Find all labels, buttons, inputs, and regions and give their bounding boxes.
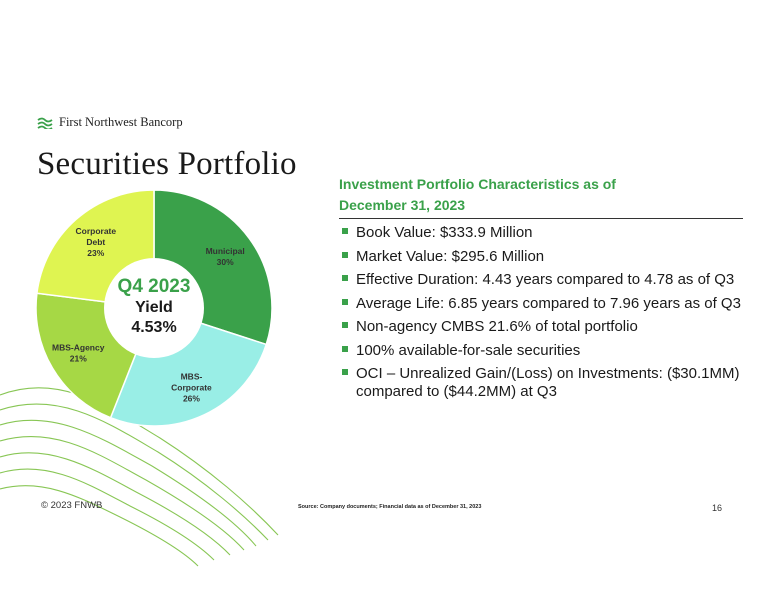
bullet-average-life: Average Life: 6.85 years compared to 7.9… xyxy=(339,295,743,313)
company-logo: First Northwest Bancorp xyxy=(37,115,183,130)
slice-label-corporate-debt: Corporate Debt 23% xyxy=(75,226,116,258)
bullet-effective-duration: Effective Duration: 4.43 years compared … xyxy=(339,271,743,289)
source-note: Source: Company documents; Financial dat… xyxy=(298,504,482,510)
portfolio-characteristics-panel: Investment Portfolio Characteristics as … xyxy=(339,174,743,407)
page-number: 16 xyxy=(712,503,723,513)
logo-waves-icon xyxy=(37,117,53,129)
copyright: © 2023 FNWB xyxy=(41,500,103,511)
bullet-non-agency-cmbs: Non-agency CMBS 21.6% of total portfolio xyxy=(339,318,743,336)
panel-heading-line-2: December 31, 2023 xyxy=(339,197,466,213)
bullet-available-for-sale: 100% available-for-sale securities xyxy=(339,342,743,360)
center-yield-value: 4.53% xyxy=(131,319,176,336)
slice-label-mbs-corporate: MBS-Corporate 26% xyxy=(171,372,212,404)
characteristics-list: Book Value: $333.9 Million Market Value:… xyxy=(339,224,743,401)
panel-heading: Investment Portfolio Characteristics as … xyxy=(339,174,743,219)
bullet-market-value: Market Value: $295.6 Million xyxy=(339,248,743,266)
bullet-oci: OCI – Unrealized Gain/(Loss) on Investme… xyxy=(339,365,743,401)
logo-text: First Northwest Bancorp xyxy=(59,115,183,129)
slice-label-municipal: Municipal 30% xyxy=(206,246,245,267)
portfolio-donut-chart: Municipal 30% MBS-Corporate 26% MBS-Agency 21… xyxy=(35,189,273,427)
donut-hole xyxy=(104,258,204,358)
slice-label-mbs-agency: MBS-Agency 21% xyxy=(52,342,105,363)
center-yield-label: Yield xyxy=(135,299,173,316)
bullet-book-value: Book Value: $333.9 Million xyxy=(339,224,743,242)
center-quarter-label: Q4 2023 xyxy=(118,276,191,297)
page-title: Securities Portfolio xyxy=(37,146,297,182)
panel-heading-line-1: Investment Portfolio Characteristics as … xyxy=(339,176,616,192)
